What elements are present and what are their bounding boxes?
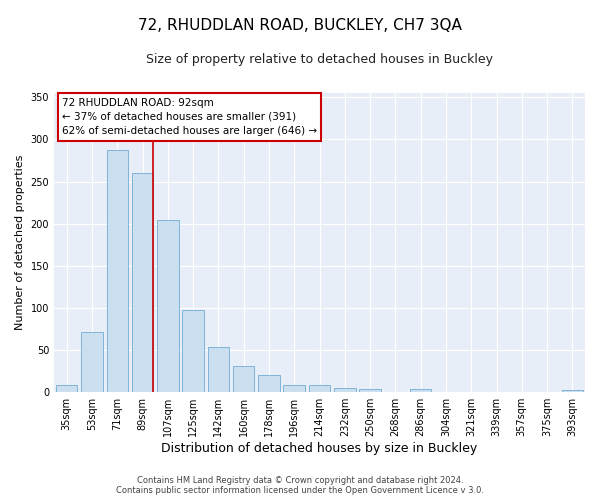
Bar: [359, 389, 381, 392]
Bar: [81, 332, 103, 392]
Bar: [233, 366, 254, 392]
Bar: [562, 390, 583, 392]
X-axis label: Distribution of detached houses by size in Buckley: Distribution of detached houses by size …: [161, 442, 478, 455]
Bar: [208, 346, 229, 392]
Bar: [258, 376, 280, 392]
Bar: [157, 220, 179, 392]
Bar: [56, 384, 77, 392]
Y-axis label: Number of detached properties: Number of detached properties: [15, 155, 25, 330]
Bar: [107, 150, 128, 392]
Bar: [334, 388, 356, 392]
Bar: [410, 389, 431, 392]
Text: 72 RHUDDLAN ROAD: 92sqm
← 37% of detached houses are smaller (391)
62% of semi-d: 72 RHUDDLAN ROAD: 92sqm ← 37% of detache…: [62, 98, 317, 136]
Bar: [182, 310, 204, 392]
Title: Size of property relative to detached houses in Buckley: Size of property relative to detached ho…: [146, 52, 493, 66]
Text: 72, RHUDDLAN ROAD, BUCKLEY, CH7 3QA: 72, RHUDDLAN ROAD, BUCKLEY, CH7 3QA: [138, 18, 462, 32]
Text: Contains HM Land Registry data © Crown copyright and database right 2024.
Contai: Contains HM Land Registry data © Crown c…: [116, 476, 484, 495]
Bar: [309, 384, 330, 392]
Bar: [283, 384, 305, 392]
Bar: [132, 173, 153, 392]
